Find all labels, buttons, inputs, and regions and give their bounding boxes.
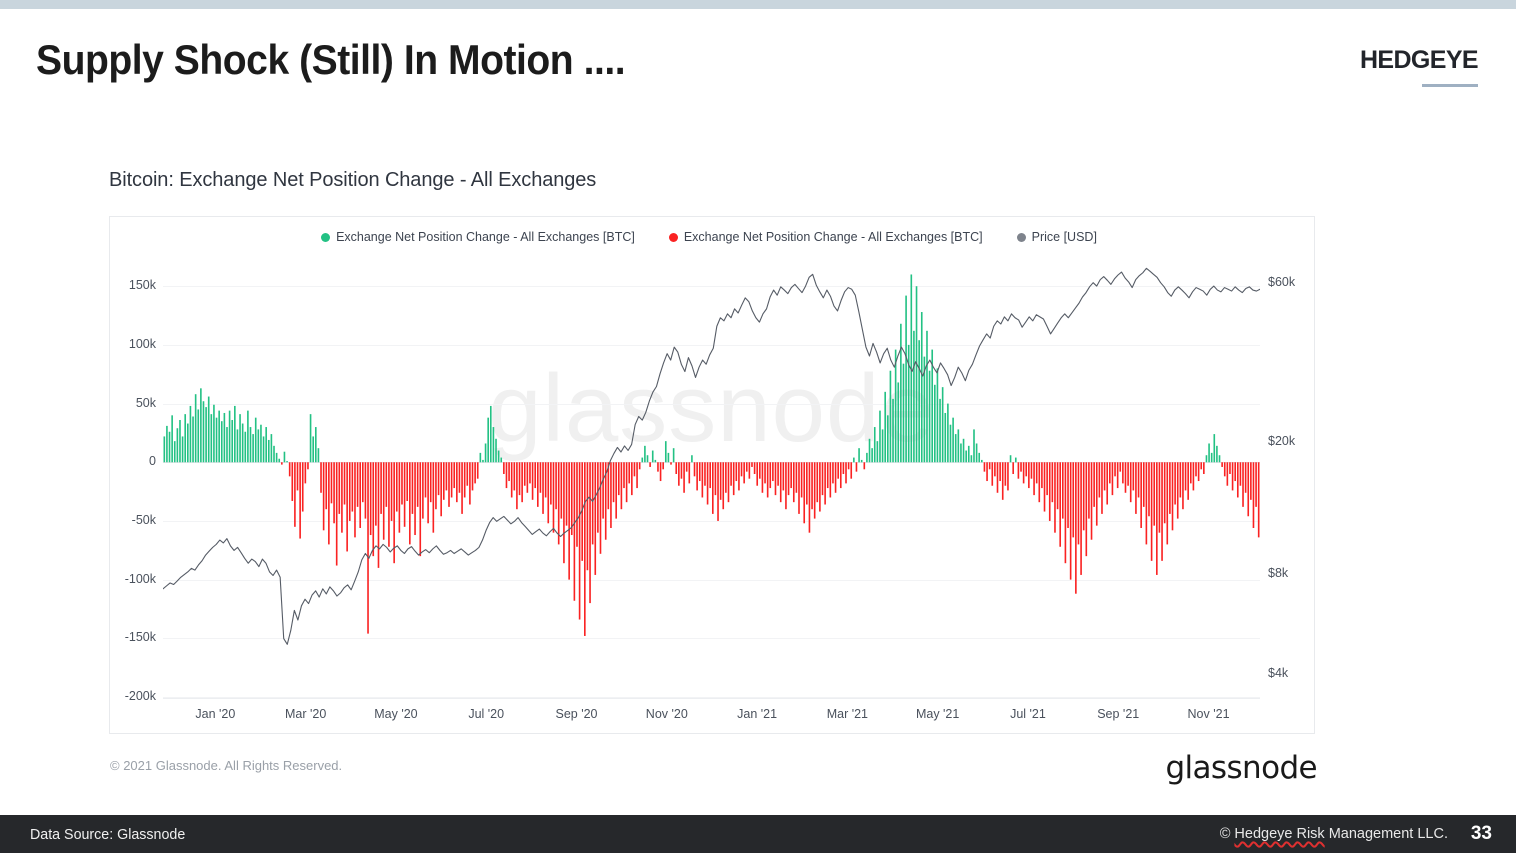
plot-area: glassnode xyxy=(163,251,1260,698)
data-source-label: Data Source: Glassnode xyxy=(30,826,186,843)
y2-tick-label: $60k xyxy=(1268,275,1296,290)
x-tick-label: Mar '20 xyxy=(284,707,327,721)
y-tick-label: -100k xyxy=(124,571,156,586)
hedgeye-logo: HEDGEYE xyxy=(1359,46,1479,87)
x-tick-label: Nov '21 xyxy=(1187,707,1230,721)
page-title: Supply Shock (Still) In Motion .... xyxy=(36,36,626,83)
legend-item-2[interactable]: Price [USD] xyxy=(1016,230,1097,244)
x-tick-label: May '21 xyxy=(915,707,960,721)
x-tick-label: Jul '20 xyxy=(468,707,505,721)
gridline xyxy=(163,403,1260,405)
y-tick-label: 50k xyxy=(135,395,156,410)
x-axis-rule xyxy=(163,698,1260,699)
hedgeye-underline xyxy=(1422,84,1478,87)
legend-item-1[interactable]: Exchange Net Position Change - All Excha… xyxy=(668,230,983,244)
footer-copyright-prefix: © xyxy=(1219,826,1235,842)
x-tick-label: Jan '21 xyxy=(737,707,778,721)
y-tick-label: -50k xyxy=(131,512,156,527)
x-tick-label: Nov '20 xyxy=(645,707,688,721)
gridline xyxy=(163,344,1260,346)
zero-line xyxy=(163,462,1260,464)
y-tick-label: 0 xyxy=(149,454,156,469)
bar-series xyxy=(163,274,1260,636)
gridline xyxy=(163,638,1260,640)
y-tick-label: -200k xyxy=(124,689,156,703)
chart-heading: Bitcoin: Exchange Net Position Change - … xyxy=(109,169,597,191)
y-tick-label: 150k xyxy=(128,278,156,293)
x-tick-label: Sep '20 xyxy=(555,707,598,721)
x-tick-label: Sep '21 xyxy=(1097,707,1140,721)
footer-copyright: © Hedgeye Risk Management LLC. xyxy=(1220,826,1448,842)
top-accent-bar xyxy=(0,0,1516,9)
chart-panel: Exchange Net Position Change - All Excha… xyxy=(109,216,1315,734)
gridline xyxy=(163,520,1260,522)
chart-copyright: © 2021 Glassnode. All Rights Reserved. xyxy=(110,758,343,773)
legend-label: Exchange Net Position Change - All Excha… xyxy=(336,230,635,244)
price-line-series xyxy=(163,267,1260,645)
y-tick-label: 100k xyxy=(128,336,156,351)
y2-tick-label: $20k xyxy=(1268,433,1296,448)
legend-item-0[interactable]: Exchange Net Position Change - All Excha… xyxy=(321,230,635,244)
hedgeye-wordmark: HEDGEYE xyxy=(1359,46,1479,74)
y2-tick-label: $4k xyxy=(1268,665,1289,680)
chart-legend: Exchange Net Position Change - All Excha… xyxy=(110,230,1314,244)
page-number: 33 xyxy=(1470,823,1492,844)
gridline xyxy=(163,697,1260,698)
legend-label: Exchange Net Position Change - All Excha… xyxy=(683,230,983,244)
legend-dot-icon xyxy=(668,232,678,242)
gridline xyxy=(163,579,1260,581)
x-tick-label: Mar '21 xyxy=(826,707,869,721)
y-tick-label: -150k xyxy=(124,630,156,645)
y2-tick-label: $8k xyxy=(1268,565,1289,580)
x-tick-label: May '20 xyxy=(374,707,418,721)
bottom-bar: Data Source: Glassnode © Hedgeye Risk Ma… xyxy=(0,815,1516,853)
footer-copyright-suffix: Management LLC. xyxy=(1324,826,1448,842)
x-tick-label: Jan '20 xyxy=(195,707,236,721)
legend-label: Price [USD] xyxy=(1031,230,1097,244)
gridline xyxy=(163,286,1260,288)
x-tick-label: Jul '21 xyxy=(1010,707,1046,721)
legend-dot-icon xyxy=(1016,232,1026,242)
glassnode-logo: glassnode xyxy=(1165,750,1317,786)
legend-dot-icon xyxy=(321,232,331,242)
footer-copyright-spellcheck: Hedgeye Risk xyxy=(1234,826,1325,842)
